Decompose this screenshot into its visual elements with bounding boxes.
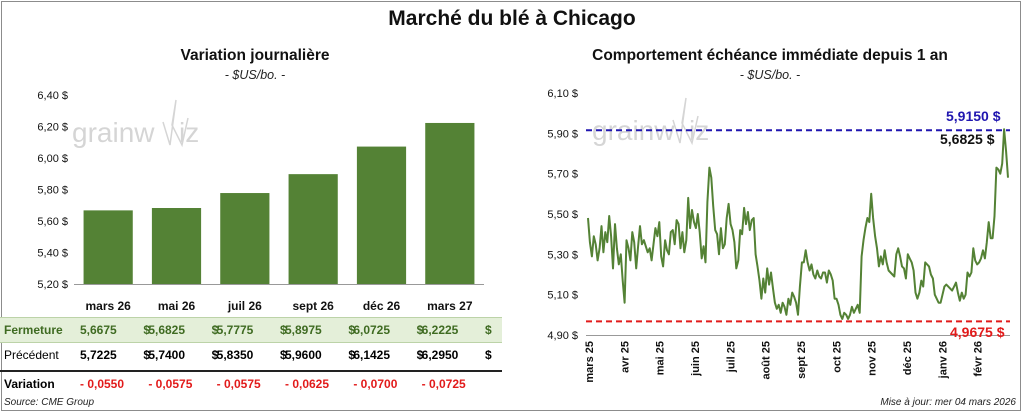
cell-value: - 0,0725	[421, 377, 466, 391]
bar-chart-title: Variation journalière	[180, 47, 330, 64]
bar-category-label: mars 27	[427, 299, 473, 313]
row-label: Précédent	[4, 348, 59, 362]
last-value-label: 5,6825 $	[940, 131, 995, 147]
line-chart-unit: - $US/bo. -	[739, 68, 801, 82]
cell-currency: $	[416, 348, 424, 362]
bar	[220, 193, 270, 284]
cell-currency: $	[143, 348, 150, 362]
bar-category-label: mars 26	[85, 299, 131, 313]
line-y-tick-label: 5,10 $	[547, 290, 578, 302]
cell-currency: $	[211, 323, 219, 337]
bar	[151, 208, 202, 284]
bar-category-label: mai 26	[158, 299, 196, 313]
bar-y-tick-label: 5,40 $	[37, 248, 68, 260]
row-label: Variation	[4, 377, 55, 391]
line-x-tick-label: nov 25	[867, 341, 879, 376]
bar	[83, 210, 133, 284]
cell-currency: $	[279, 323, 287, 337]
cell-value: 6,2950	[421, 348, 459, 362]
cell-value: 5,8350	[216, 348, 254, 362]
price-series-line	[587, 128, 1009, 320]
cell-currency: $	[143, 323, 150, 337]
bar	[425, 122, 475, 284]
bar-y-tick-label: 6,20 $	[37, 122, 68, 134]
previous-row: Précédent 5,7225 $5,7400 $5,8350 $5,9600 $6,1…	[0, 343, 502, 367]
line-chart-title: Comportement échéance immédiate depuis 1…	[592, 47, 948, 64]
high-value-label: 5,9150 $	[946, 108, 1001, 124]
cell-value: 6,0725	[353, 323, 391, 337]
source-note: Source: CME Group	[4, 397, 95, 408]
bar-y-tick-label: 5,20 $	[37, 279, 68, 291]
line-x-tick-label: oct 25	[831, 341, 843, 373]
cell-value: 6,1425	[353, 348, 391, 362]
cell-currency: $	[348, 348, 355, 362]
line-x-tick-label: mai 25	[655, 341, 667, 375]
bar-category-label: juil 26	[227, 299, 262, 313]
cell-value: 5,8975	[285, 323, 322, 337]
line-x-tick-label: janv 26	[937, 341, 949, 379]
bar-y-tick-label: 5,80 $	[37, 185, 68, 197]
line-y-tick-label: 5,90 $	[547, 128, 578, 140]
cell-currency: $	[416, 323, 424, 337]
bar-y-tick-label: 6,00 $	[37, 153, 68, 165]
cell-currency: $	[279, 348, 287, 362]
cell-value: 5,9600	[285, 348, 322, 362]
line-x-tick-label: juil 25	[725, 341, 737, 373]
line-y-tick-label: 5,50 $	[547, 209, 578, 221]
low-value-label: 4,9675 $	[950, 324, 1005, 340]
close-row: Fermeture 5,6675 $5,6825 $5,7775 $5,8975 $6,0…	[0, 317, 502, 343]
line-y-tick-label: 5,30 $	[547, 249, 578, 261]
cell-value: - 0,0575	[216, 377, 261, 391]
bar-category-label: sept 26	[292, 299, 334, 313]
cell-value: 5,6675	[80, 323, 117, 337]
cell-value: 5,7775	[216, 323, 254, 337]
line-x-tick-label: déc 25	[902, 341, 914, 375]
grainwiz-logo-left: grainw iz	[72, 99, 199, 148]
line-x-tick-label: août 25	[761, 341, 773, 380]
cell-value: 5,7225	[80, 348, 117, 362]
line-y-tick-label: 6,10 $	[547, 88, 578, 100]
row-label: Fermeture	[4, 323, 63, 337]
update-note: Mise à jour: mer 04 mars 2026	[880, 397, 1016, 408]
line-x-tick-label: juin 25	[690, 341, 702, 377]
bar-category-label: déc 26	[363, 299, 401, 313]
bar	[356, 146, 407, 284]
line-x-tick-label: mars 25	[584, 341, 596, 383]
cell-value: - 0,0700	[353, 377, 398, 391]
line-x-tick-label: avr 25	[619, 341, 631, 373]
cell-value: 6,2225	[421, 323, 459, 337]
bar	[288, 174, 338, 284]
bar-chart-unit: - $US/bo. -	[224, 68, 286, 82]
cell-value: - 0,0625	[285, 377, 330, 391]
cell-value: 5,7400	[148, 348, 186, 362]
cell-value: - 0,0550	[80, 377, 125, 391]
bar-y-tick-label: 5,60 $	[37, 216, 68, 228]
cell-currency: $	[484, 348, 492, 362]
main-title: Marché du blé à Chicago	[388, 7, 636, 30]
cell-currency: $	[211, 348, 219, 362]
line-y-tick-label: 5,70 $	[547, 169, 578, 181]
line-x-tick-label: sept 25	[796, 341, 808, 379]
line-x-tick-label: févr 26	[973, 341, 985, 376]
grainwiz-logo-right: grainw iz	[592, 97, 709, 146]
svg-text:grainw: grainw	[72, 117, 155, 148]
variation-row: Variation - 0,0550 - 0,0575 - 0,0575 - 0,062…	[0, 370, 502, 396]
line-y-tick-label: 4,90 $	[547, 330, 578, 342]
cell-currency: $	[348, 323, 355, 337]
cell-value: - 0,0575	[148, 377, 193, 391]
svg-text:grainw: grainw	[592, 115, 675, 146]
cell-value: 5,6825	[148, 323, 186, 337]
bar-y-tick-label: 6,40 $	[37, 90, 68, 102]
cell-currency: $	[484, 323, 492, 337]
svg-text:iz: iz	[179, 117, 199, 148]
